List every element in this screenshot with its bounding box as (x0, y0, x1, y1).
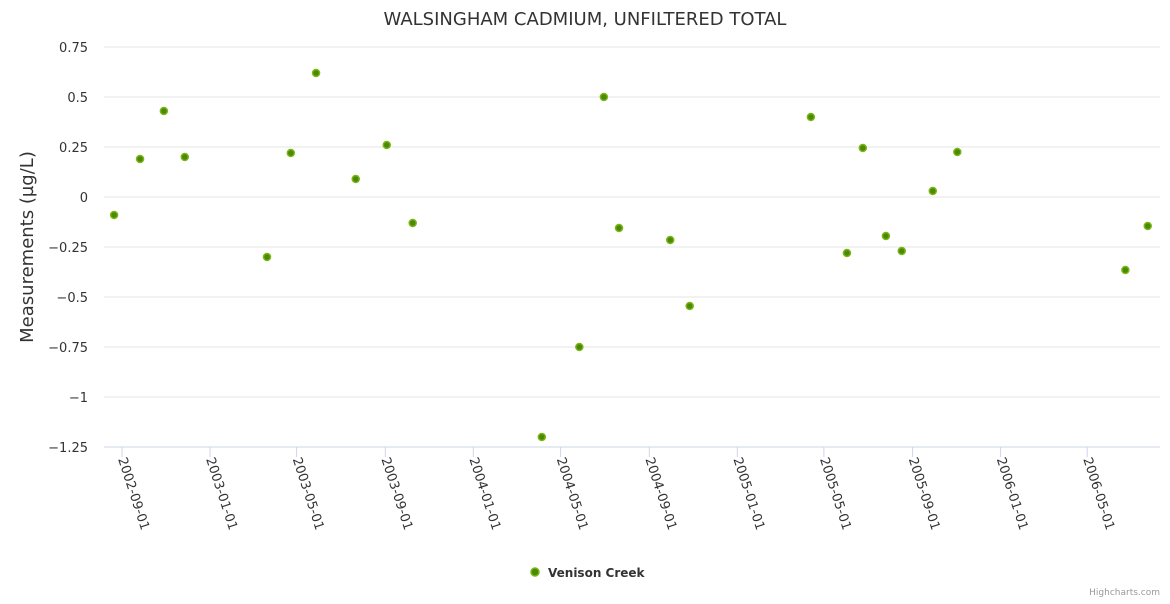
y-tick-label: −0.75 (48, 341, 88, 356)
data-point[interactable] (881, 231, 891, 241)
data-point[interactable] (928, 186, 938, 196)
data-point[interactable] (262, 252, 272, 262)
y-tick-label: 0.25 (59, 141, 88, 156)
data-point[interactable] (159, 106, 169, 116)
x-tick-label: 2006-01-01 (993, 456, 1031, 532)
y-tick-label: −0.25 (48, 241, 88, 256)
data-point[interactable] (599, 92, 609, 102)
data-point[interactable] (311, 68, 321, 78)
credits-link[interactable]: Highcharts.com (1089, 588, 1160, 598)
x-tick-label: 2003-09-01 (378, 456, 416, 532)
x-tick-label: 2005-05-01 (816, 456, 854, 532)
data-point[interactable] (665, 235, 675, 245)
legend-item-venison-creek[interactable]: Venison Creek (530, 566, 646, 580)
x-tick-label: 2004-01-01 (466, 456, 504, 532)
chart-title: WALSINGHAM CADMIUM, UNFILTERED TOTAL (384, 9, 787, 30)
y-tick-label: 0.75 (59, 41, 88, 56)
y-axis-label: Measurements (µg/L) (17, 151, 38, 343)
data-point[interactable] (806, 112, 816, 122)
data-point[interactable] (286, 148, 296, 158)
data-point[interactable] (180, 152, 190, 162)
x-tick-label: 2005-09-01 (905, 456, 943, 532)
data-point[interactable] (408, 218, 417, 228)
x-tick-label: 2004-05-01 (553, 456, 591, 532)
x-tick-label: 2005-01-01 (730, 456, 768, 532)
data-point[interactable] (842, 248, 852, 258)
y-tick-label: 0.5 (67, 91, 88, 106)
x-tick-label: 2006-05-01 (1079, 456, 1117, 532)
data-point[interactable] (109, 210, 119, 220)
y-tick-label: −1.25 (48, 441, 88, 456)
data-point[interactable] (858, 143, 868, 153)
y-tick-label: 0 (80, 191, 88, 206)
x-tick-label: 2003-01-01 (202, 456, 240, 532)
y-tick-label: −1 (69, 391, 88, 406)
x-tick-label: 2002-09-01 (114, 456, 152, 532)
data-point[interactable] (1143, 221, 1152, 231)
legend-label: Venison Creek (548, 566, 646, 580)
x-tick-label: 2003-05-01 (289, 456, 327, 532)
data-point[interactable] (614, 223, 624, 233)
data-point[interactable] (382, 140, 392, 150)
data-point[interactable] (575, 342, 584, 352)
legend-marker (530, 567, 540, 577)
y-tick-label: −0.5 (56, 291, 88, 306)
data-point[interactable] (953, 147, 962, 157)
data-point[interactable] (897, 246, 907, 256)
data-point[interactable] (1121, 265, 1130, 275)
data-point[interactable] (685, 301, 694, 311)
data-point[interactable] (135, 154, 145, 164)
data-point[interactable] (351, 174, 360, 184)
x-tick-label: 2004-09-01 (642, 456, 680, 532)
data-point[interactable] (537, 432, 547, 442)
